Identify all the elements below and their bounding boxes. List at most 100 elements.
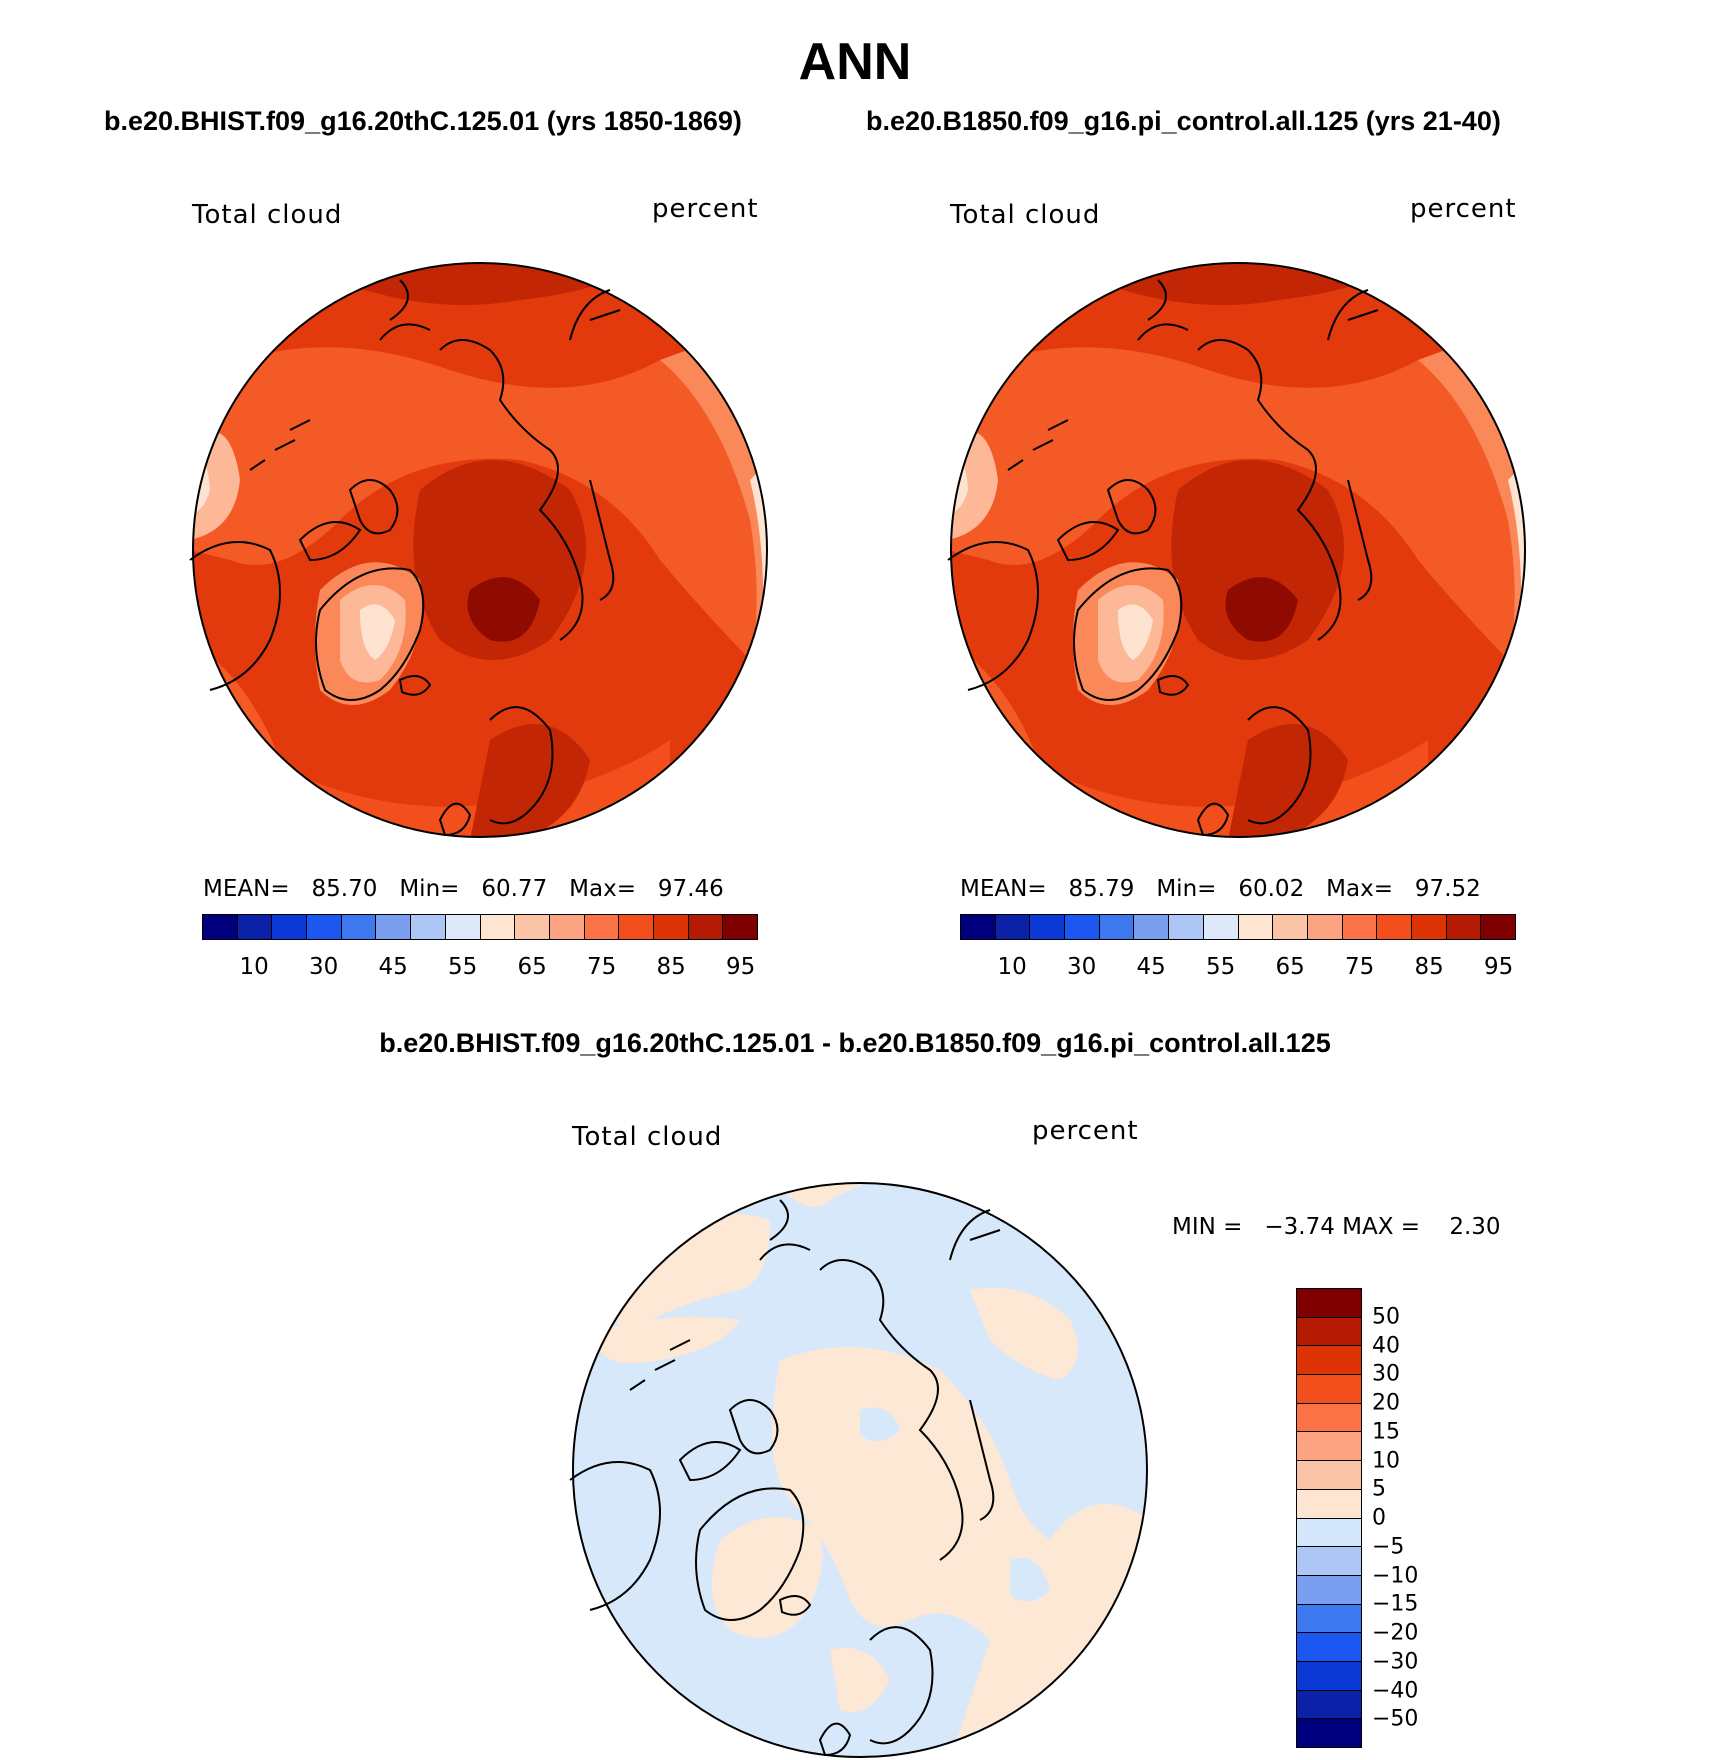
colorbar-tick-label: 85 xyxy=(1414,954,1444,980)
colorbar-tick-label: 45 xyxy=(1136,954,1166,980)
diff-colorbar-swatch xyxy=(1297,1345,1361,1375)
panel2-variable-label: Total cloud xyxy=(950,200,1101,230)
panel1-mean-value: 85.70 xyxy=(311,876,378,902)
diff-colorbar-swatch xyxy=(1297,1316,1361,1346)
colorbar-swatch xyxy=(722,915,757,939)
panel2-units-label: percent xyxy=(1410,194,1517,224)
panel1-min-label: Min= xyxy=(399,876,460,902)
panel2-coastlines xyxy=(947,279,1379,837)
colorbar-swatch xyxy=(1306,915,1342,939)
diff-units-label: percent xyxy=(1032,1116,1139,1146)
colorbar-swatch xyxy=(652,915,688,939)
colorbar-swatch xyxy=(618,915,653,939)
colorbar-swatch xyxy=(687,915,723,939)
panel1-polar-map xyxy=(189,262,768,838)
colorbar-swatch xyxy=(1480,915,1515,939)
panel1-max-label: Max= xyxy=(569,876,636,902)
colorbar-swatch xyxy=(1237,915,1273,939)
colorbar-swatch xyxy=(1202,915,1238,939)
diff-colorbar-swatch xyxy=(1297,1718,1361,1747)
colorbar-tick-label: 10 xyxy=(239,954,269,980)
diff-colorbar-tick-label: −10 xyxy=(1372,1563,1419,1588)
colorbar-swatch xyxy=(548,915,584,939)
diff-colorbar-tick-label: 0 xyxy=(1372,1505,1386,1531)
colorbar-swatch xyxy=(1445,915,1481,939)
colorbar-swatch xyxy=(1133,915,1169,939)
colorbar-swatch xyxy=(203,915,237,939)
main-title: ANN xyxy=(798,33,912,91)
colorbar-swatch xyxy=(444,915,480,939)
colorbar-swatch xyxy=(961,915,995,939)
colorbar-tick-label: 10 xyxy=(997,954,1027,980)
diff-colorbar-swatch xyxy=(1297,1402,1361,1432)
diff-colorbar-tick-label: −50 xyxy=(1372,1706,1419,1732)
diff-colorbar-tick-label: 50 xyxy=(1372,1304,1400,1330)
diff-colorbar-tick-label: 10 xyxy=(1372,1448,1400,1473)
colorbar-tick-label: 95 xyxy=(1483,954,1514,980)
panel2-cloud-field xyxy=(951,263,1525,837)
panel2-colorbar-ticks: 10 30 45 55 65 75 85 95 xyxy=(960,954,1516,984)
colorbar-swatch xyxy=(514,915,549,939)
diff-colorbar-swatch xyxy=(1297,1603,1361,1633)
diff-colorbar-swatch xyxy=(1297,1289,1361,1317)
diff-colorbar-swatch xyxy=(1297,1689,1361,1719)
diff-colorbar-tick-label: −40 xyxy=(1372,1678,1419,1703)
diff-colorbar-swatch xyxy=(1297,1660,1361,1690)
panel1-coastlines xyxy=(189,279,621,837)
diff-colorbar-swatch xyxy=(1297,1431,1361,1461)
diff-colorbar xyxy=(1296,1288,1362,1748)
panel1-variable-label: Total cloud xyxy=(192,200,343,230)
panel2-mean-label: MEAN= xyxy=(960,876,1047,902)
colorbar-swatch xyxy=(1341,915,1377,939)
diff-field xyxy=(573,1183,1147,1757)
diff-max-label: MAX = xyxy=(1342,1214,1421,1240)
panel2-min-label: Min= xyxy=(1156,876,1217,902)
diff-minmax: MIN = −3.74 MAX = 2.30 xyxy=(1172,1214,1501,1240)
colorbar-swatch xyxy=(236,915,272,939)
diff-colorbar-swatch xyxy=(1297,1374,1361,1403)
colorbar-swatch xyxy=(479,915,515,939)
colorbar-tick-label: 65 xyxy=(517,954,547,980)
diff-colorbar-swatch xyxy=(1297,1546,1361,1575)
colorbar-swatch xyxy=(375,915,411,939)
colorbar-swatch xyxy=(410,915,445,939)
panel2-min-value: 60.02 xyxy=(1238,876,1305,902)
panel2-stats: MEAN= 85.79 Min= 60.02 Max= 97.52 xyxy=(960,876,1481,902)
diff-max-value: 2.30 xyxy=(1449,1214,1501,1240)
panel1-stats: MEAN= 85.70 Min= 60.77 Max= 97.46 xyxy=(203,876,724,902)
colorbar-swatch xyxy=(994,915,1030,939)
diff-coastlines xyxy=(569,1199,1001,1757)
colorbar-swatch xyxy=(1029,915,1065,939)
colorbar-tick-label: 75 xyxy=(586,954,617,980)
panel1-units-label: percent xyxy=(652,194,759,224)
panel1-colorbar-ticks: 10 30 45 55 65 75 85 95 xyxy=(202,954,758,984)
colorbar-tick-label: 75 xyxy=(1344,954,1375,980)
diff-title: b.e20.BHIST.f09_g16.20thC.125.01 - b.e20… xyxy=(379,1028,1331,1058)
colorbar-tick-label: 55 xyxy=(1205,954,1236,980)
diff-colorbar-ticks: 50 40 30 20 15 10 5 0 −5 −10 −15 −20 −30 −40 −50 xyxy=(1372,1288,1452,1748)
diff-colorbar-tick-label: 15 xyxy=(1372,1419,1400,1445)
panel1-min-value: 60.77 xyxy=(481,876,548,902)
diff-colorbar-swatch xyxy=(1297,1632,1361,1661)
colorbar-swatch xyxy=(1064,915,1099,939)
colorbar-tick-label: 45 xyxy=(378,954,408,980)
colorbar-swatch xyxy=(340,915,376,939)
colorbar-tick-label: 65 xyxy=(1275,954,1305,980)
diff-colorbar-swatch xyxy=(1297,1574,1361,1604)
colorbar-swatch xyxy=(1272,915,1307,939)
panel1-max-value: 97.46 xyxy=(657,876,724,902)
diff-polar-map xyxy=(569,1182,1148,1758)
diff-colorbar-tick-label: 5 xyxy=(1372,1476,1386,1502)
diff-colorbar-swatch xyxy=(1297,1460,1361,1489)
colorbar-tick-label: 55 xyxy=(447,954,478,980)
right-case-title: b.e20.B1850.f09_g16.pi_control.all.125 (… xyxy=(866,106,1501,136)
panel2-colorbar xyxy=(960,914,1516,940)
panel2-polar-map xyxy=(947,262,1526,838)
diff-colorbar-tick-label: −15 xyxy=(1372,1591,1419,1617)
colorbar-swatch xyxy=(1098,915,1134,939)
colorbar-tick-label: 85 xyxy=(656,954,686,980)
diff-colorbar-tick-label: 30 xyxy=(1372,1361,1400,1387)
colorbar-tick-label: 95 xyxy=(725,954,756,980)
left-case-title: b.e20.BHIST.f09_g16.20thC.125.01 (yrs 18… xyxy=(104,106,742,136)
colorbar-swatch xyxy=(271,915,307,939)
